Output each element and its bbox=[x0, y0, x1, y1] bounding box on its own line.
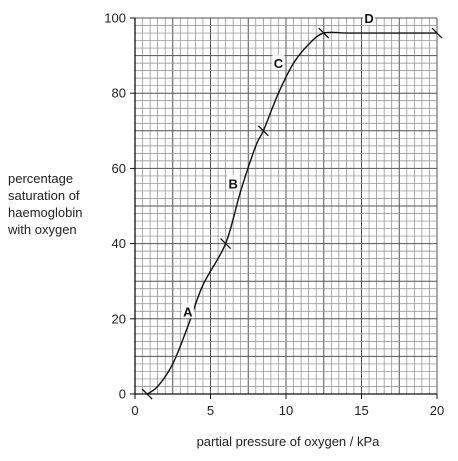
annotation-background bbox=[363, 10, 376, 25]
y-axis-label-line-4: with oxygen bbox=[8, 222, 77, 237]
curve-marker bbox=[141, 388, 153, 400]
y-axis-label-line-2: saturation of bbox=[8, 188, 80, 203]
y-tick-label: 0 bbox=[119, 387, 126, 402]
x-tick-label: 0 bbox=[131, 403, 138, 418]
annotation-label: D bbox=[364, 11, 373, 26]
y-axis-label-line-3: haemoglobin bbox=[8, 205, 83, 220]
curve-marker bbox=[257, 125, 269, 137]
y-tick-label: 60 bbox=[112, 161, 126, 176]
curve-marker bbox=[431, 27, 443, 39]
y-axis-label-line-1: percentage bbox=[8, 171, 74, 186]
annotation-background bbox=[181, 303, 194, 319]
y-tick-label: 20 bbox=[112, 311, 126, 326]
x-tick-label: 10 bbox=[279, 403, 293, 418]
annotation-label: B bbox=[228, 176, 237, 191]
x-axis-label: partial pressure of oxygen / kPa bbox=[197, 434, 381, 449]
curve-marker bbox=[318, 27, 330, 39]
saturation-curve bbox=[146, 31, 437, 395]
chart-grid bbox=[134, 17, 438, 395]
annotation-background bbox=[227, 175, 240, 191]
chart-ticks: 0 5 10 15 20 0 20 40 60 80 100 bbox=[104, 11, 444, 419]
x-tick-label: 5 bbox=[207, 403, 214, 418]
chart-series bbox=[141, 27, 443, 400]
annotation-label: A bbox=[183, 304, 193, 319]
annotation-background bbox=[272, 55, 285, 71]
curve-marker bbox=[220, 238, 232, 250]
x-tick-label: 15 bbox=[354, 403, 368, 418]
chart-annotations: A B C D bbox=[181, 10, 376, 319]
y-tick-label: 80 bbox=[112, 86, 126, 101]
y-tick-label: 40 bbox=[112, 236, 126, 251]
y-axis-label: percentage saturation of haemoglobin wit… bbox=[8, 170, 118, 238]
y-tick-label: 100 bbox=[104, 11, 126, 26]
annotation-label: C bbox=[274, 56, 284, 71]
x-tick-label: 20 bbox=[430, 403, 444, 418]
